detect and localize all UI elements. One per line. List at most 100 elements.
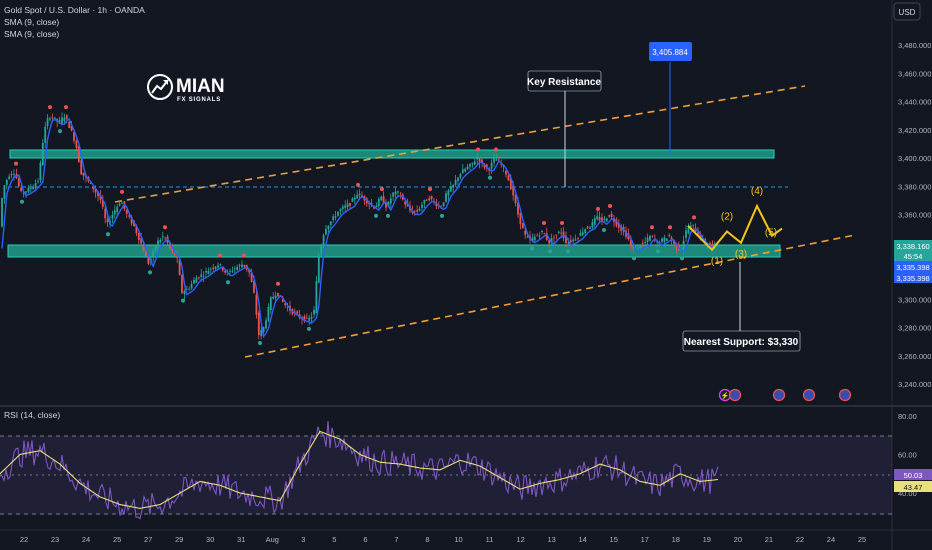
candle-body[interactable] [37,180,39,182]
candle-body[interactable] [116,206,119,212]
candle-body[interactable] [639,246,642,248]
candle-body[interactable] [555,234,558,236]
candle-body[interactable] [111,214,114,219]
candle-body[interactable] [613,219,615,222]
target-price-box[interactable] [649,42,692,61]
candle-body[interactable] [490,162,493,169]
candle-body[interactable] [356,194,359,199]
candle-body[interactable] [591,222,594,228]
candle-body[interactable] [334,216,337,218]
candle-body[interactable] [135,226,138,234]
candle-body[interactable] [262,327,265,332]
candle-body[interactable] [625,230,627,237]
candle-body[interactable] [380,196,383,201]
candle-body[interactable] [548,239,551,244]
candle-body[interactable] [46,118,49,127]
candle-body[interactable] [68,121,71,128]
candle-body[interactable] [243,264,246,267]
currency-button[interactable] [893,2,921,21]
candle-body[interactable] [394,191,397,195]
candle-body[interactable] [8,176,11,179]
candle-body[interactable] [382,196,385,204]
candle-body[interactable] [430,196,433,200]
candle-body[interactable] [543,233,546,235]
candle-body[interactable] [161,236,164,238]
economic-events[interactable]: ⚡ [718,388,852,402]
candle-body[interactable] [416,209,419,212]
candle-body[interactable] [157,240,159,248]
candle-body[interactable] [281,299,284,302]
candle-body[interactable] [584,229,587,234]
candle-body[interactable] [63,117,66,121]
candle-body[interactable] [353,197,356,200]
candle-body[interactable] [322,235,325,246]
candle-body[interactable] [598,216,601,221]
candle-body[interactable] [185,288,188,290]
candle-body[interactable] [675,243,678,249]
indicator-sma-2[interactable]: SMA (9, close) [4,29,59,39]
candle-body[interactable] [53,117,56,119]
indicator-sma-1[interactable]: SMA (9, close) [4,17,59,27]
candle-body[interactable] [332,216,335,221]
candle-body[interactable] [665,238,668,241]
candle-body[interactable] [303,316,306,322]
candle-body[interactable] [327,225,330,230]
candle-body[interactable] [685,230,687,238]
candle-body[interactable] [315,281,318,313]
candle-body[interactable] [389,198,392,204]
candle-body[interactable] [603,218,606,221]
rsi-line[interactable] [0,421,719,520]
candle-body[interactable] [257,312,260,335]
us-flag-event-icon[interactable] [838,388,852,402]
candle-body[interactable] [212,267,215,269]
candle-body[interactable] [202,276,205,277]
channel-lower-line[interactable] [244,234,856,358]
wave-projection[interactable] [687,203,783,252]
candle-body[interactable] [560,232,563,234]
candle-body[interactable] [5,180,8,185]
candle-body[interactable] [238,264,241,266]
candle-body[interactable] [550,238,553,244]
candle-body[interactable] [358,193,361,196]
candle-body[interactable] [646,237,649,243]
candle-body[interactable] [637,245,639,247]
candle-body[interactable] [313,309,315,315]
candle-body[interactable] [169,243,171,248]
time-axis[interactable]: 22 23 24 25 27 29 30 31 Aug 3 5 6 7 8 10 11 12 13 14 15 17 18… [20,535,866,544]
candle-body[interactable] [73,132,75,141]
candle-body[interactable] [505,170,507,175]
candle-body[interactable] [517,202,519,215]
candle-body[interactable] [82,172,85,176]
candle-body[interactable] [293,311,296,313]
candle-body[interactable] [152,250,155,258]
candle-body[interactable] [248,268,251,273]
candle-body[interactable] [531,237,534,242]
candle-body[interactable] [217,265,219,268]
rsi-axis[interactable]: 80.00 60.00 40.00 [898,412,917,498]
candle-body[interactable] [1,198,3,227]
candle-body[interactable] [649,235,651,241]
candle-body[interactable] [541,230,543,232]
candle-body[interactable] [605,218,608,222]
candle-body[interactable] [557,231,560,233]
candle-body[interactable] [519,212,522,225]
candle-body[interactable] [687,227,690,234]
candle-body[interactable] [711,243,714,245]
candle-body[interactable] [195,277,198,283]
candle-body[interactable] [104,208,107,219]
candle-body[interactable] [272,296,275,299]
candle-body[interactable] [413,210,416,212]
candle-body[interactable] [154,246,157,252]
candle-body[interactable] [296,311,299,314]
candle-body[interactable] [25,191,27,193]
candle-body[interactable] [125,210,128,214]
candle-body[interactable] [32,186,35,190]
candle-body[interactable] [224,270,227,273]
candle-body[interactable] [250,272,253,283]
candle-body[interactable] [442,202,445,206]
candle-body[interactable] [22,192,25,194]
candle-body[interactable] [533,236,536,241]
candle-body[interactable] [75,140,78,148]
candle-body[interactable] [471,162,474,165]
candle-body[interactable] [375,205,378,208]
